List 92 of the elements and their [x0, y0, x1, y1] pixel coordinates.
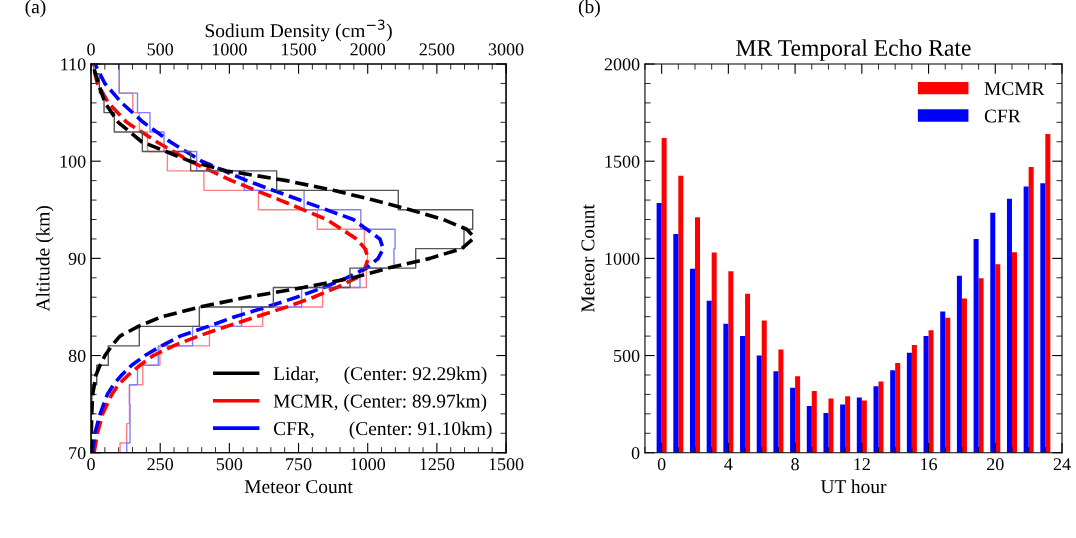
x-tick-label: 12 — [854, 458, 870, 471]
bar — [990, 212, 996, 453]
y-tick-label: 0 — [631, 446, 640, 460]
bar — [940, 311, 946, 453]
x-axis-title: UT hour — [820, 479, 887, 494]
bar — [773, 371, 779, 453]
x-tick-label: 500 — [216, 458, 243, 471]
bar — [745, 293, 751, 453]
bar — [1028, 167, 1034, 453]
bar — [978, 278, 984, 453]
bar — [1006, 198, 1012, 453]
bar — [911, 345, 917, 453]
bar — [878, 381, 884, 453]
x-tick-label: 1500 — [489, 458, 524, 471]
bar — [961, 298, 967, 453]
y-tick-label: 110 — [61, 58, 86, 71]
x-tick-label: 24 — [1053, 458, 1071, 471]
bar — [928, 330, 934, 453]
bar — [661, 137, 667, 453]
x2-tick-label: 1000 — [212, 43, 247, 56]
bar — [956, 275, 962, 453]
x-tick-label: 1250 — [420, 458, 455, 471]
bar — [945, 317, 951, 453]
bar — [1040, 183, 1046, 453]
x2-tick-label: 500 — [147, 43, 174, 56]
bar — [923, 335, 929, 453]
bar — [790, 387, 796, 453]
x-tick-label: 750 — [286, 458, 312, 471]
bar — [706, 300, 712, 453]
bar — [995, 264, 1001, 453]
y-tick-label: 500 — [614, 349, 640, 362]
y-tick-label: 1500 — [605, 155, 640, 168]
bar — [1045, 133, 1051, 453]
x2-tick-label: 2000 — [350, 43, 386, 56]
bar — [656, 202, 662, 453]
x2-tick-label: 1500 — [282, 43, 316, 56]
bar — [711, 252, 717, 453]
x2-tick-label: 2500 — [419, 43, 455, 56]
bar — [673, 233, 679, 453]
bar — [828, 398, 834, 453]
legend-label: Lidar, (Center: 92.29km) — [273, 366, 487, 385]
x-tick-label: 4 — [724, 458, 733, 471]
x2-axis-title: Sodium Density (cm$^{−3}$) — [205, 19, 392, 42]
y-axis-title: Altitude (km) — [35, 206, 54, 312]
text: (a) — [25, 0, 46, 18]
bar — [840, 404, 846, 453]
bar — [890, 370, 896, 453]
bar — [740, 335, 746, 453]
bar — [761, 320, 767, 453]
bar — [678, 175, 684, 453]
y-tick-label: 70 — [69, 446, 86, 460]
bar — [795, 376, 801, 453]
legend-label: MCMR, (Center: 89.97km) — [273, 394, 487, 412]
bar — [690, 268, 695, 453]
legend-label: CFR — [984, 109, 1021, 123]
x-tick-label: 1000 — [351, 458, 386, 471]
bar — [778, 349, 784, 453]
bar — [856, 397, 862, 453]
x-tick-label: 16 — [921, 458, 938, 471]
bar — [895, 362, 901, 453]
y-tick-label: 1000 — [605, 252, 640, 265]
x2-tick-label: 3000 — [488, 43, 524, 56]
x-tick-label: 250 — [147, 458, 174, 471]
y-tick-label: 80 — [68, 349, 86, 362]
y-tick-label: 90 — [68, 252, 86, 265]
bar — [695, 217, 701, 453]
x-tick-label: 0 — [87, 458, 95, 471]
bar — [861, 400, 867, 453]
legend-label: MCMR — [984, 82, 1045, 96]
text: (b) — [578, 0, 600, 18]
bar — [756, 355, 762, 453]
bar — [723, 323, 729, 453]
x-tick-label: 0 — [657, 458, 666, 471]
x-tick-label: 8 — [791, 458, 799, 471]
bar — [1023, 186, 1029, 453]
legend-label: CFR, (Center: 91.10km) — [273, 421, 492, 440]
bar — [873, 386, 879, 453]
bar — [973, 238, 979, 453]
x2-tick-label: 0 — [87, 43, 95, 56]
x-axis-title: Meteor Count — [244, 480, 353, 494]
y-tick-label: 100 — [60, 155, 86, 168]
bar — [845, 396, 851, 453]
bar — [728, 271, 734, 453]
bar — [811, 391, 817, 453]
bar — [906, 352, 912, 453]
y-axis-title: Meteor Count — [581, 204, 595, 313]
bar — [823, 412, 829, 453]
chart-title: MR Temporal Echo Rate — [736, 39, 971, 61]
y-tick-label: 2000 — [604, 58, 640, 71]
x-tick-label: 20 — [987, 458, 1004, 471]
bar — [1011, 252, 1017, 453]
bar — [806, 405, 812, 453]
